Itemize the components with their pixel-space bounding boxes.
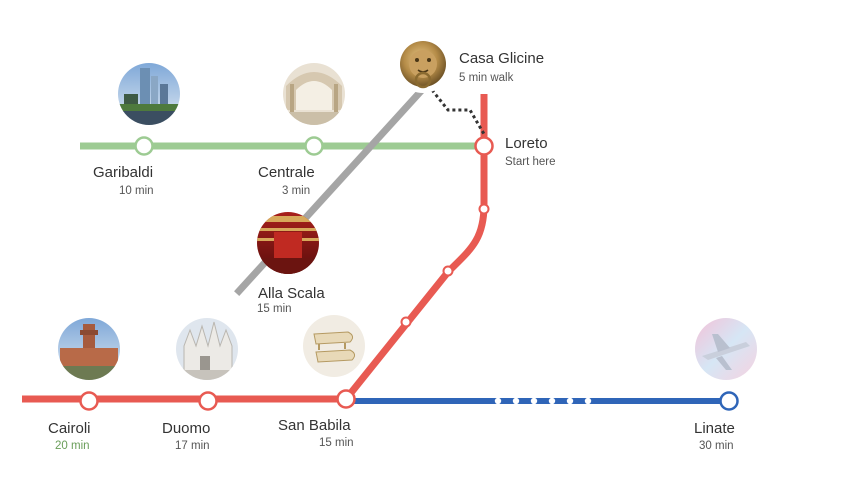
stop-name-san-babila: San Babila: [278, 417, 351, 434]
station-marker-linate[interactable]: [719, 391, 739, 411]
duomo-cathedral-photo: [176, 318, 238, 380]
stop-name-casa-glicine: Casa Glicine: [459, 50, 544, 67]
stop-sub-alla-scala: 15 min: [257, 303, 292, 315]
station-marker-centrale[interactable]: [304, 136, 324, 156]
red-line-branch: [343, 94, 488, 402]
stop-name-cairoli: Cairoli: [48, 420, 91, 437]
sforza-castle-photo: [58, 318, 120, 380]
blue-dot: [530, 397, 538, 405]
blue-dot: [584, 397, 592, 405]
station-marker-loreto[interactable]: [474, 136, 494, 156]
red-dot: [478, 203, 490, 215]
stop-name-garibaldi: Garibaldi: [93, 164, 153, 181]
stop-sub-loreto: Start here: [505, 156, 556, 168]
stop-sub-duomo: 17 min: [175, 440, 210, 452]
station-marker-san-babila[interactable]: [336, 389, 356, 409]
stop-name-centrale: Centrale: [258, 164, 315, 181]
blue-dot: [566, 397, 574, 405]
porta-nuova-towers-photo: [118, 63, 180, 125]
lion-door-knocker-photo: [396, 39, 450, 93]
walk-path: [430, 89, 486, 135]
stop-sub-san-babila: 15 min: [319, 437, 354, 449]
blue-dot: [512, 397, 520, 405]
stop-name-loreto: Loreto: [505, 135, 548, 152]
stop-name-duomo: Duomo: [162, 420, 210, 437]
stop-name-linate: Linate: [694, 420, 735, 437]
station-marker-cairoli[interactable]: [79, 391, 99, 411]
stop-sub-garibaldi: 10 min: [119, 185, 154, 197]
stop-sub-casa-glicine: 5 min walk: [459, 72, 514, 84]
blue-dot: [548, 397, 556, 405]
stop-name-alla-scala: Alla Scala: [258, 285, 325, 302]
stop-sub-centrale: 3 min: [282, 185, 310, 197]
centrale-station-hall-photo: [283, 63, 345, 125]
blue-dot: [494, 397, 502, 405]
airplane-photo: [695, 318, 757, 380]
stop-sub-linate: 30 min: [699, 440, 734, 452]
la-scala-theater-photo: [257, 212, 319, 274]
station-marker-garibaldi[interactable]: [134, 136, 154, 156]
red-dot: [400, 316, 412, 328]
stop-sub-cairoli: 20 min: [55, 440, 90, 452]
red-dot: [442, 265, 454, 277]
red-line-intermediate-dots: [400, 203, 490, 328]
station-marker-duomo[interactable]: [198, 391, 218, 411]
blue-line-intermediate-dots: [494, 397, 592, 405]
grand-pianos-photo: [303, 315, 365, 377]
